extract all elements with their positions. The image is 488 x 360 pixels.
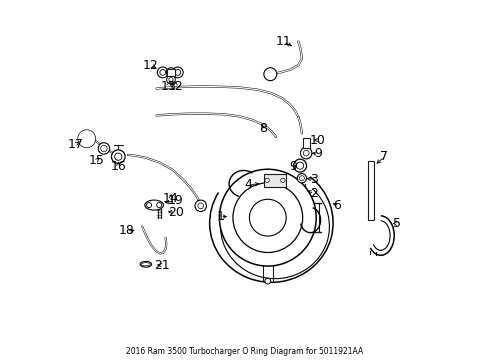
Text: 19: 19: [167, 194, 183, 207]
Circle shape: [219, 169, 316, 266]
Circle shape: [166, 68, 175, 77]
Text: 9: 9: [313, 147, 321, 160]
Text: 11: 11: [275, 35, 290, 49]
Text: 14: 14: [163, 192, 179, 205]
Circle shape: [80, 132, 94, 146]
Text: 18: 18: [119, 224, 135, 238]
Text: 8: 8: [259, 122, 266, 135]
Text: 2016 Ram 3500 Turbocharger O Ring Diagram for 5011921AA: 2016 Ram 3500 Turbocharger O Ring Diagra…: [125, 347, 363, 356]
Text: 15: 15: [89, 154, 104, 167]
Text: 17: 17: [67, 138, 83, 150]
Circle shape: [157, 67, 168, 78]
Ellipse shape: [142, 263, 150, 266]
Circle shape: [198, 203, 203, 209]
Circle shape: [175, 69, 180, 75]
Circle shape: [98, 143, 109, 154]
Text: 5: 5: [392, 217, 400, 230]
Circle shape: [300, 147, 311, 159]
Circle shape: [296, 162, 303, 169]
Text: 13: 13: [160, 80, 176, 93]
Text: 12: 12: [142, 59, 158, 72]
Circle shape: [160, 69, 165, 75]
Circle shape: [172, 67, 183, 78]
Circle shape: [293, 159, 306, 172]
Text: 1: 1: [216, 210, 224, 223]
Ellipse shape: [140, 261, 151, 267]
Circle shape: [297, 174, 306, 183]
Text: 20: 20: [167, 206, 183, 219]
Circle shape: [78, 130, 96, 148]
Circle shape: [168, 77, 173, 82]
Text: 7: 7: [380, 150, 387, 163]
Circle shape: [264, 68, 276, 81]
Circle shape: [101, 145, 107, 152]
Text: 16: 16: [110, 160, 126, 173]
Circle shape: [166, 75, 175, 84]
Circle shape: [249, 199, 285, 236]
Circle shape: [264, 278, 270, 284]
Ellipse shape: [144, 200, 163, 210]
Bar: [302, 138, 309, 148]
Text: 2: 2: [310, 187, 318, 200]
Bar: [264, 174, 285, 187]
Circle shape: [280, 178, 285, 183]
Circle shape: [264, 178, 269, 183]
Circle shape: [146, 203, 151, 208]
Circle shape: [115, 153, 122, 160]
Bar: [167, 69, 174, 76]
Text: 12: 12: [167, 80, 183, 93]
Circle shape: [111, 150, 125, 163]
Text: 4: 4: [244, 178, 252, 191]
Circle shape: [82, 134, 91, 143]
Text: 10: 10: [309, 134, 325, 147]
Circle shape: [195, 200, 206, 212]
Text: 9: 9: [288, 160, 296, 173]
Text: 3: 3: [310, 173, 318, 186]
Text: 21: 21: [154, 259, 169, 272]
Text: 6: 6: [332, 199, 340, 212]
Bar: [367, 161, 373, 220]
Circle shape: [232, 183, 302, 252]
Circle shape: [156, 203, 162, 208]
Circle shape: [303, 150, 308, 156]
Circle shape: [299, 176, 304, 181]
